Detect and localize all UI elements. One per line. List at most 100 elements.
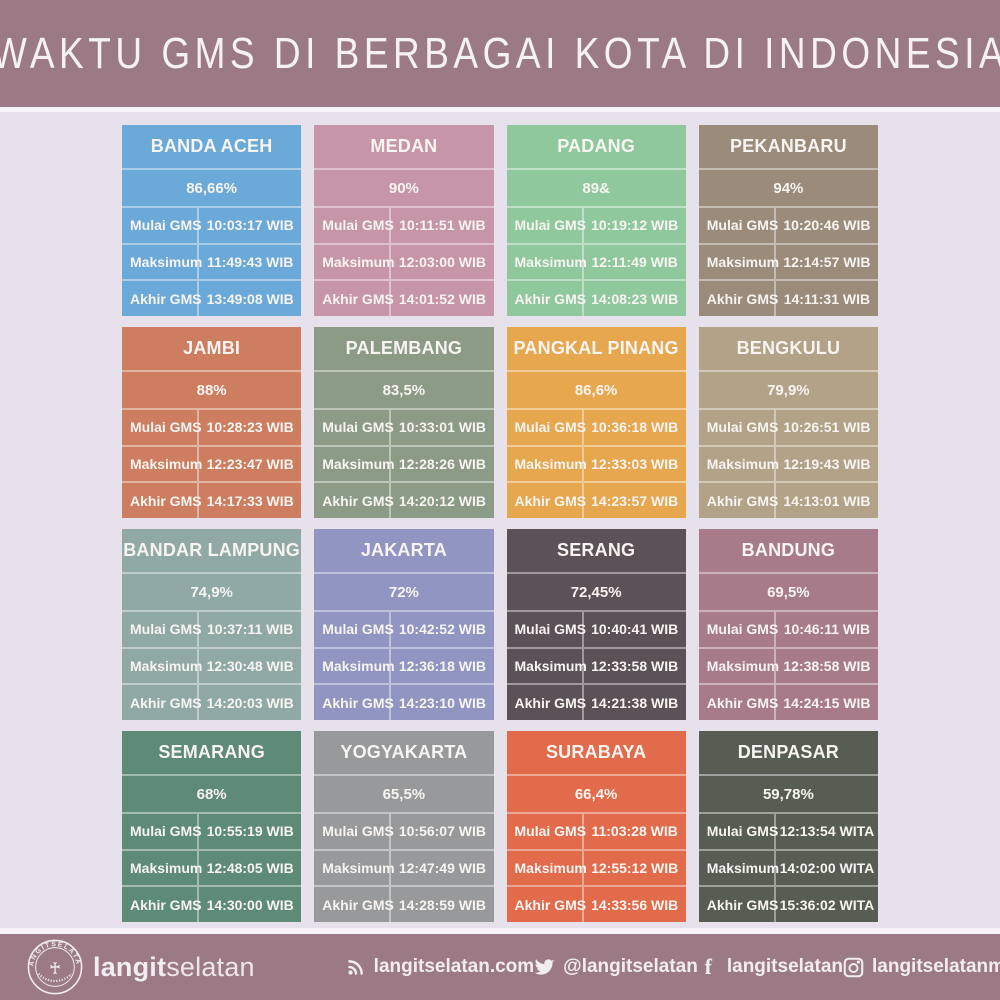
- akhir-gms-label: Akhir GMS: [122, 685, 202, 721]
- mulai-gms-label: Mulai GMS: [507, 814, 586, 849]
- maksimum-value: 12:30:48 WIB: [206, 658, 294, 674]
- mulai-gms-label: Mulai GMS: [314, 410, 394, 445]
- mulai-gms-value: 10:55:19 WIB: [206, 823, 294, 840]
- header-band: WAKTU GMS DI BERBAGAI KOTA DI INDONESIA: [0, 0, 1000, 107]
- akhir-gms-value: 14:11:31 WIB: [783, 290, 871, 307]
- akhir-gms-row: Akhir GMS 14:24:15 WIB: [698, 683, 878, 721]
- brand-wordmark: langitselatan: [93, 952, 255, 983]
- maksimum-value: 12:19:43 WIB: [783, 456, 871, 472]
- mulai-gms-label: Mulai GMS: [699, 208, 778, 243]
- mulai-gms-row: Mulai GMS 10:40:41 WIB: [507, 612, 686, 647]
- maksimum-row: Maksimum 11:49:43 WIB: [122, 242, 302, 280]
- akhir-gms-value: 14:13:01 WIB: [783, 492, 871, 509]
- mulai-gms-row: Mulai GMS 10:42:52 WIB: [314, 612, 493, 647]
- maksimum-value: 12:11:49 WIB: [591, 254, 678, 270]
- mulai-gms-row: Mulai GMS 10:46:11 WIB: [699, 612, 878, 647]
- mulai-gms-row: Mulai GMS 10:36:18 WIB: [507, 410, 686, 445]
- city-name: DENPASAR: [737, 742, 840, 762]
- mulai-gms-value: 10:46:11 WIB: [783, 621, 871, 638]
- maksimum-label: Maksimum: [507, 648, 587, 684]
- mulai-gms-value: 10:03:17 WIB: [206, 217, 294, 234]
- akhir-gms-label: Akhir GMS: [699, 887, 778, 923]
- mulai-gms-label: Mulai GMS: [699, 410, 778, 445]
- website-label: langitselatan.com: [373, 956, 535, 977]
- city-name: SEMARANG: [158, 742, 265, 762]
- maksimum-value: 12:36:18 WIB: [398, 658, 486, 674]
- maksimum-row: Maksimum 12:36:18 WIB: [314, 646, 494, 684]
- mulai-gms-value: 10:28:23 WIB: [206, 419, 294, 436]
- city-card: SERANG 72,45% Mulai GMS 10:40:41 WIB Mak…: [506, 529, 686, 721]
- mulai-gms-row: Mulai GMS 10:19:12 WIB: [507, 208, 686, 243]
- akhir-gms-row: Akhir GMS 14:30:00 WIB: [122, 885, 302, 923]
- maksimum-row: Maksimum 12:14:57 WIB: [698, 242, 878, 280]
- city-percentage: 79,9%: [698, 370, 878, 410]
- city-percentage: 86,66%: [122, 168, 302, 208]
- maksimum-row: Maksimum 12:23:47 WIB: [122, 444, 302, 482]
- akhir-gms-row: Akhir GMS 14:20:12 WIB: [314, 481, 494, 519]
- langitselatan-seal-logo: LANGITSELATAN ♰: [26, 938, 83, 995]
- akhir-gms-row: Akhir GMS 13:49:08 WIB: [122, 279, 302, 317]
- akhir-gms-value: 14:17:33 WIB: [206, 492, 294, 509]
- maksimum-value: 11:49:43 WIB: [206, 254, 294, 270]
- city-percentage: 72%: [314, 572, 494, 612]
- mulai-gms-value: 10:56:07 WIB: [398, 823, 486, 840]
- city-card: MEDAN 90% Mulai GMS 10:11:51 WIB Maksimu…: [314, 125, 494, 317]
- akhir-gms-value: 14:33:56 WIB: [591, 896, 679, 913]
- city-card: YOGYAKARTA 65,5% Mulai GMS 10:56:07 WIB …: [314, 731, 494, 923]
- maksimum-label: Maksimum: [314, 850, 395, 886]
- mulai-gms-value: 10:20:46 WIB: [783, 217, 871, 234]
- facebook-link[interactable]: f langitselatan: [698, 956, 843, 978]
- city-name: PEKANBARU: [729, 136, 847, 156]
- mulai-gms-value: 10:37:11 WIB: [206, 621, 294, 638]
- maksimum-row: Maksimum 12:47:49 WIB: [314, 848, 494, 886]
- akhir-gms-label: Akhir GMS: [122, 483, 202, 519]
- maksimum-value: 12:23:47 WIB: [206, 456, 294, 472]
- maksimum-label: Maksimum: [122, 244, 202, 280]
- city-card: SURABAYA 66,4% Mulai GMS 11:03:28 WIB Ma…: [506, 731, 686, 923]
- facebook-label: langitselatan: [726, 956, 843, 977]
- maksimum-label: Maksimum: [122, 446, 202, 482]
- brand: LANGITSELATAN ♰ langitselatan: [26, 938, 255, 996]
- mulai-gms-row: Mulai GMS 10:33:01 WIB: [314, 410, 493, 445]
- mulai-gms-label: Mulai GMS: [122, 612, 202, 647]
- rss-icon: [345, 957, 366, 978]
- akhir-gms-label: Akhir GMS: [314, 281, 394, 317]
- maksimum-row: Maksimum 12:11:49 WIB: [506, 242, 686, 280]
- mulai-gms-value: 10:19:12 WIB: [591, 217, 679, 234]
- akhir-gms-label: Akhir GMS: [507, 685, 586, 721]
- akhir-gms-label: Akhir GMS: [699, 685, 778, 721]
- akhir-gms-value: 14:23:57 WIB: [591, 492, 679, 509]
- footer-band: LANGITSELATAN ♰ langitselatan langitsela…: [0, 934, 1000, 1000]
- akhir-gms-label: Akhir GMS: [122, 887, 202, 923]
- akhir-gms-row: Akhir GMS 14:11:31 WIB: [698, 279, 878, 317]
- maksimum-value: 12:47:49 WIB: [398, 860, 486, 876]
- akhir-gms-label: Akhir GMS: [314, 887, 394, 923]
- maksimum-label: Maksimum: [122, 648, 202, 684]
- city-name: BENGKULU: [736, 338, 841, 358]
- mulai-gms-row: Mulai GMS 10:11:51 WIB: [314, 208, 493, 243]
- city-name: SURABAYA: [545, 742, 647, 762]
- maksimum-row: Maksimum 12:19:43 WIB: [698, 444, 878, 482]
- mulai-gms-value: 10:33:01 WIB: [398, 419, 486, 436]
- mulai-gms-label: Mulai GMS: [314, 814, 394, 849]
- city-percentage: 90%: [314, 168, 494, 208]
- city-percentage: 68%: [122, 774, 302, 814]
- city-name: BANDA ACEH: [150, 136, 273, 156]
- akhir-gms-value: 14:30:00 WIB: [206, 896, 294, 913]
- city-percentage: 66,4%: [506, 774, 686, 814]
- akhir-gms-label: Akhir GMS: [314, 483, 394, 519]
- akhir-gms-row: Akhir GMS 14:01:52 WIB: [314, 279, 494, 317]
- instagram-link[interactable]: langitselatanmedia: [843, 956, 1000, 978]
- maksimum-label: Maksimum: [699, 850, 779, 886]
- twitter-link[interactable]: @langitselatan: [534, 956, 698, 978]
- city-card: BANDAR LAMPUNG 74,9% Mulai GMS 10:37:11 …: [122, 529, 302, 721]
- akhir-gms-label: Akhir GMS: [699, 281, 778, 317]
- mulai-gms-value: 12:13:54 WITA: [779, 823, 875, 840]
- city-name: PADANG: [557, 136, 636, 156]
- website-link[interactable]: langitselatan.com: [345, 956, 535, 978]
- mulai-gms-label: Mulai GMS: [507, 410, 586, 445]
- city-card: SEMARANG 68% Mulai GMS 10:55:19 WIB Maks…: [122, 731, 302, 923]
- city-card: PEKANBARU 94% Mulai GMS 10:20:46 WIB Mak…: [698, 125, 878, 317]
- mulai-gms-row: Mulai GMS 10:55:19 WIB: [122, 814, 301, 849]
- akhir-gms-label: Akhir GMS: [314, 685, 394, 721]
